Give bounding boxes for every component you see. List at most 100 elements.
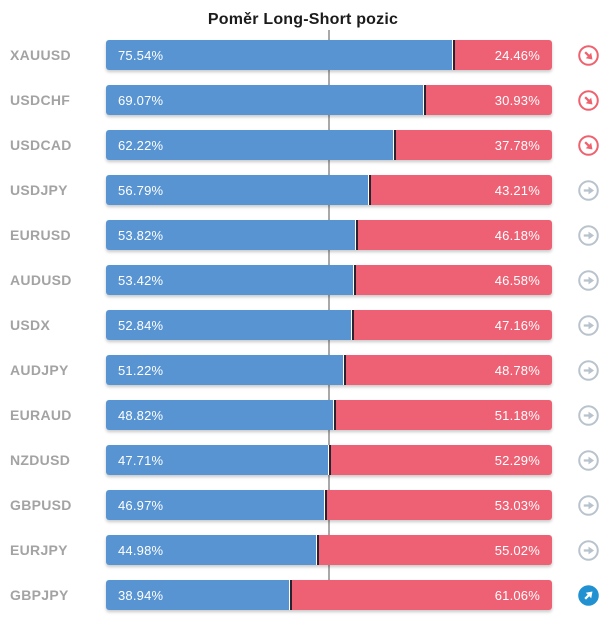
long-short-bar: 48.82% 51.18% [106, 400, 552, 430]
pair-row: NZDUSD 47.71% 52.29% [0, 445, 606, 475]
short-bar-segment: 43.21% [371, 175, 552, 205]
pair-row: USDCHF 69.07% 30.93% [0, 85, 606, 115]
long-short-chart: XAUUSD 75.54% 24.46% USDCHF 69.07% 30.93… [0, 30, 606, 610]
pair-label: AUDUSD [10, 272, 72, 288]
pair-label: XAUUSD [10, 47, 71, 63]
long-short-divider [451, 40, 455, 70]
long-short-divider [350, 310, 354, 340]
pair-row: EURJPY 44.98% 55.02% [0, 535, 606, 565]
short-bar-segment: 37.78% [395, 130, 552, 160]
long-bar-segment: 46.97% [106, 490, 325, 520]
long-bar-segment: 44.98% [106, 535, 316, 565]
short-value-label: 61.06% [494, 587, 540, 603]
pair-label: AUDJPY [10, 362, 69, 378]
trend-right-circle-icon[interactable] [577, 269, 599, 291]
trend-down-circle-icon[interactable] [577, 44, 599, 66]
trend-right-circle-icon[interactable] [577, 359, 599, 381]
long-short-bar: 62.22% 37.78% [106, 130, 552, 160]
pair-row: GBPUSD 46.97% 53.03% [0, 490, 606, 520]
long-short-bar: 53.42% 46.58% [106, 265, 552, 295]
trend-right-circle-icon[interactable] [577, 449, 599, 471]
short-bar-segment: 24.46% [454, 40, 552, 70]
long-short-divider [343, 355, 347, 385]
long-value-label: 51.22% [118, 362, 164, 378]
long-short-divider [423, 85, 427, 115]
long-value-label: 48.82% [118, 407, 164, 423]
long-bar-segment: 53.42% [106, 265, 354, 295]
long-value-label: 53.82% [118, 227, 164, 243]
short-value-label: 37.78% [494, 137, 540, 153]
pair-row: EURAUD 48.82% 51.18% [0, 400, 606, 430]
long-bar-segment: 62.22% [106, 130, 393, 160]
long-value-label: 47.71% [118, 452, 164, 468]
short-bar-segment: 61.06% [291, 580, 552, 610]
long-bar-segment: 53.82% [106, 220, 356, 250]
trend-down-circle-icon[interactable] [577, 89, 599, 111]
long-value-label: 53.42% [118, 272, 164, 288]
short-bar-segment: 46.18% [358, 220, 552, 250]
trend-up-circle-icon[interactable] [577, 584, 599, 606]
long-short-bar: 51.22% 48.78% [106, 355, 552, 385]
long-short-bar: 75.54% 24.46% [106, 40, 552, 70]
page-title: Poměr Long-Short pozic [207, 11, 399, 28]
pair-label: USDCHF [10, 92, 71, 108]
short-value-label: 46.18% [494, 227, 540, 243]
pair-row: AUDJPY 51.22% 48.78% [0, 355, 606, 385]
long-short-divider [327, 445, 331, 475]
long-short-divider [315, 535, 319, 565]
long-short-bar: 46.97% 53.03% [106, 490, 552, 520]
trend-right-circle-icon[interactable] [577, 179, 599, 201]
short-bar-segment: 55.02% [318, 535, 552, 565]
trend-right-circle-icon[interactable] [577, 539, 599, 561]
long-value-label: 46.97% [118, 497, 164, 513]
short-bar-segment: 52.29% [330, 445, 552, 475]
pair-label: EURAUD [10, 407, 72, 423]
long-short-divider [392, 130, 396, 160]
long-value-label: 52.84% [118, 317, 164, 333]
short-value-label: 46.58% [494, 272, 540, 288]
short-value-label: 43.21% [494, 182, 540, 198]
long-short-divider [355, 220, 359, 250]
short-bar-segment: 51.18% [335, 400, 552, 430]
long-value-label: 75.54% [118, 47, 164, 63]
long-short-bar: 56.79% 43.21% [106, 175, 552, 205]
trend-down-circle-icon[interactable] [577, 134, 599, 156]
long-bar-segment: 52.84% [106, 310, 351, 340]
short-value-label: 30.93% [494, 92, 540, 108]
long-bar-segment: 75.54% [106, 40, 452, 70]
long-value-label: 38.94% [118, 587, 164, 603]
pair-row: USDJPY 56.79% 43.21% [0, 175, 606, 205]
long-short-bar: 47.71% 52.29% [106, 445, 552, 475]
pair-label: GBPUSD [10, 497, 72, 513]
short-bar-segment: 53.03% [327, 490, 552, 520]
pair-row: USDCAD 62.22% 37.78% [0, 130, 606, 160]
trend-right-circle-icon[interactable] [577, 224, 599, 246]
short-bar-segment: 47.16% [353, 310, 552, 340]
short-bar-segment: 46.58% [356, 265, 552, 295]
short-value-label: 53.03% [494, 497, 540, 513]
long-short-bar: 52.84% 47.16% [106, 310, 552, 340]
pair-label: NZDUSD [10, 452, 71, 468]
long-short-divider [332, 400, 336, 430]
short-value-label: 47.16% [494, 317, 540, 333]
short-value-label: 48.78% [494, 362, 540, 378]
pair-row: USDX 52.84% 47.16% [0, 310, 606, 340]
pair-label: USDX [10, 317, 51, 333]
pair-row: EURUSD 53.82% 46.18% [0, 220, 606, 250]
pair-row: XAUUSD 75.54% 24.46% [0, 40, 606, 70]
long-short-bar: 69.07% 30.93% [106, 85, 552, 115]
long-short-bar: 38.94% 61.06% [106, 580, 552, 610]
trend-right-circle-icon[interactable] [577, 494, 599, 516]
long-value-label: 44.98% [118, 542, 164, 558]
long-bar-segment: 56.79% [106, 175, 369, 205]
long-bar-segment: 51.22% [106, 355, 344, 385]
pair-label: USDJPY [10, 182, 68, 198]
trend-right-circle-icon[interactable] [577, 404, 599, 426]
trend-right-circle-icon[interactable] [577, 314, 599, 336]
short-bar-segment: 30.93% [426, 85, 552, 115]
pair-label: USDCAD [10, 137, 72, 153]
long-bar-segment: 47.71% [106, 445, 328, 475]
pair-row: AUDUSD 53.42% 46.58% [0, 265, 606, 295]
long-bar-segment: 69.07% [106, 85, 424, 115]
